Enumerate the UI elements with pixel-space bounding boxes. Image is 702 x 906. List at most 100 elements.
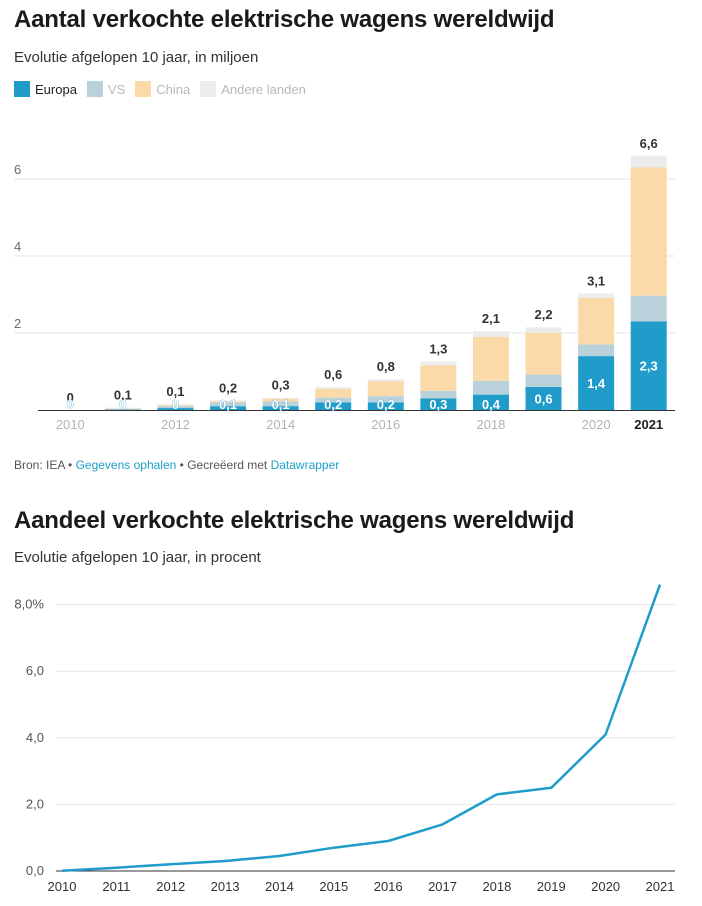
bar-segment [472,380,509,395]
europa-value-label: 0,2 [324,397,342,412]
chart1-subtitle: Evolutie afgelopen 10 jaar, in miljoen [14,49,259,66]
bar-segment [525,374,562,387]
bar-segment [578,356,615,410]
x-tick-label: 2016 [371,417,400,432]
total-label: 2,1 [482,311,500,326]
source-created-with: • Gecreëerd met [176,458,271,472]
x-tick-label: 2014 [266,417,295,432]
bar-segment [367,402,404,410]
total-label: 6,6 [640,136,658,151]
europa-value-label: 0,6 [535,391,553,406]
y-tick-label: 4 [14,239,21,254]
bar-segment [420,361,457,366]
share-line [61,584,662,872]
x-tick-label: 2021 [634,417,663,432]
y-tick-label: 8,0% [14,597,44,612]
bar-segment [630,167,667,296]
legend-swatch-vs [86,81,103,97]
bar-segment [210,401,247,403]
bar-segment [210,406,247,410]
bar-segment [262,406,299,410]
legend-label-china: China [156,81,191,97]
x-tick-label: 2016 [374,879,403,894]
y-tick-label: 0,0 [26,863,44,878]
total-label: 0,8 [377,359,395,374]
bar-segment [315,388,352,398]
y-tick-label: 6 [14,162,21,177]
chart1-title: Aantal verkochte elektrische wagens were… [14,6,555,33]
bar-segment [630,295,667,322]
total-label: 2,2 [535,307,553,322]
europa-value-label: 0,2 [377,397,395,412]
chart1-legend: Europa VS China Andere landen [14,81,316,97]
total-label: 1,3 [429,341,447,356]
legend-label-vs: VS [107,81,126,97]
bar-segment [472,331,509,337]
bar-segment [472,394,509,410]
x-tick-label: 2012 [161,417,190,432]
europa-value-label: 0 [67,397,74,412]
bar-segment [262,401,299,407]
chart1-bar-chart: 246000,100,100,20,10,30,10,60,20,80,21,3… [14,136,675,432]
legend-swatch-andere-landen [200,81,217,97]
bar-segment [157,405,194,407]
legend-item-europa: Europa [14,81,77,97]
bar-segment [420,390,457,399]
total-label: 0,1 [114,388,132,403]
total-label: 0,3 [272,378,290,393]
bar-segment [157,404,194,406]
bar-segment [578,297,615,345]
y-tick-label: 2 [14,316,21,331]
bar-segment [210,402,247,407]
bar-segment [157,408,194,410]
legend-item-china: China [135,81,190,97]
x-tick-label: 2018 [482,879,511,894]
bar-segment [315,386,352,389]
x-tick-label: 2011 [102,879,130,894]
legend-label-europa: Europa [35,81,77,97]
bar-segment [262,397,299,399]
y-tick-label: 2,0 [26,796,44,811]
total-label: 0,1 [166,384,184,399]
x-tick-label: 2013 [211,879,240,894]
bar-segment [210,400,247,402]
chart2-subtitle: Evolutie afgelopen 10 jaar, in procent [14,549,261,566]
bar-segment [578,344,615,357]
bar-segment [525,333,562,375]
bar-segment [472,336,509,381]
legend-item-vs: VS [86,81,126,97]
bar-segment [367,379,404,382]
europa-value-label: 2,3 [640,359,658,374]
source-separator: • [64,458,76,472]
chart1-source-line: Bron: IEA • Gegevens ophalen • Gecreëerd… [14,458,339,472]
bar-segment [104,407,141,409]
x-tick-label: 2020 [582,417,611,432]
bar-segment [315,397,352,403]
europa-value-label: 0,4 [482,397,501,412]
bar-segment [157,406,194,409]
bar-segment [420,365,457,391]
bar-segment [630,155,667,168]
bar-segment [525,386,562,410]
bar-segment [315,402,352,410]
europa-value-label: 0,3 [429,397,447,412]
x-tick-label: 2019 [537,879,566,894]
x-tick-label: 2020 [591,879,620,894]
x-tick-label: 2010 [56,417,85,432]
x-tick-label: 2010 [48,879,77,894]
get-data-link[interactable]: Gegevens ophalen [75,458,177,472]
chart2-line-chart: 0,0 2,0 4,0 6,0 8,0% 2010 2011 2012 2013 2014 2015… [14,584,675,894]
legend-item-andere-landen: Andere landen [200,81,306,97]
bar-segment [104,408,141,410]
total-label: 3,1 [587,273,605,288]
bar-segment [367,381,404,397]
total-label: 0,6 [324,367,342,382]
legend-label-andere-landen: Andere landen [221,81,306,97]
x-tick-label: 2018 [476,417,505,432]
europa-value-label: 0,1 [272,397,290,412]
total-label: 0 [67,390,74,405]
datawrapper-link[interactable]: Datawrapper [270,458,340,472]
x-tick-label: 2017 [428,879,457,894]
bar-segment [630,321,667,410]
y-tick-label: 6,0 [26,663,44,678]
